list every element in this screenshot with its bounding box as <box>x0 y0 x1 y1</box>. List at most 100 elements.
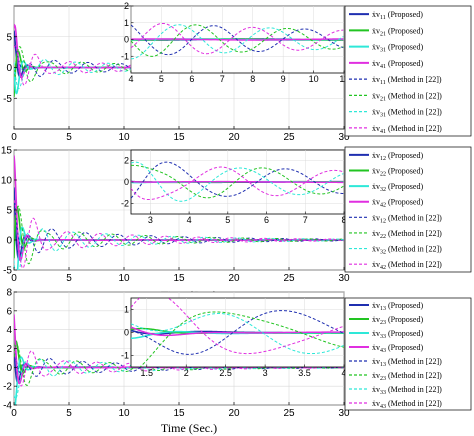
x-tick-label: 25 <box>283 408 295 419</box>
inset-x-tick-label: 3 <box>148 215 153 225</box>
legend-suffix: (Method in [22]) <box>386 399 442 408</box>
x-tick-label: 30 <box>338 132 350 143</box>
legend-suffix: (Method in [22]) <box>386 91 442 100</box>
inset-series-line-7 <box>131 161 344 202</box>
inset-x-tick-label: 6 <box>189 74 194 84</box>
legend-symbol: ẋv <box>372 124 380 133</box>
inset-curves <box>131 22 344 60</box>
legend-symbol: ẋv <box>372 10 380 19</box>
legend-symbol: ẋv <box>372 43 380 52</box>
inset-series-line-7 <box>131 313 344 355</box>
legend-suffix: (Method in [22]) <box>386 213 442 222</box>
legend-symbol: ẋv <box>372 151 380 160</box>
y-tick-label: 15 <box>1 146 13 157</box>
inset-x-tick-label: 3.5 <box>298 368 311 378</box>
y-tick-label: 5 <box>6 206 12 217</box>
series-line-6 <box>14 205 344 265</box>
legend-suffix: (Proposed) <box>386 26 423 35</box>
legend-entry: ẋv42 (Method in [22]) <box>372 260 442 271</box>
legend-suffix: (Proposed) <box>386 151 423 160</box>
legend-entry: ẋv32 (Proposed) <box>372 182 423 193</box>
inset-series-line-5 <box>131 310 344 355</box>
inset-y-tick-label: 2 <box>124 156 129 166</box>
legend-box <box>344 5 472 137</box>
legend-symbol: ẋv <box>372 229 380 238</box>
inset-x-tick-label: 5 <box>159 74 164 84</box>
y-tick-label: -5 <box>3 94 12 105</box>
legend-entry: ẋv43 (Proposed) <box>372 343 423 354</box>
legend-entry: ẋv13 (Proposed) <box>372 301 423 312</box>
legend-suffix: (Proposed) <box>386 301 423 310</box>
legend-suffix: (Method in [22]) <box>386 75 442 84</box>
legend-subscript: 13 <box>380 362 386 368</box>
legend: ẋv13 (Proposed)ẋv23 (Proposed)ẋv33 (Prop… <box>344 297 472 411</box>
legend: ẋv11 (Proposed)ẋv21 (Proposed)ẋv31 (Prop… <box>344 5 472 137</box>
x-tick-label: 10 <box>118 273 130 284</box>
legend-subscript: 43 <box>380 348 386 354</box>
inset-x-tick-label: 1.5 <box>141 368 154 378</box>
inset-x-tick-label: 8 <box>341 215 346 225</box>
y-tick-label: 8 <box>6 288 12 299</box>
x-tick-label: 0 <box>11 132 17 143</box>
legend-subscript: 31 <box>380 113 386 119</box>
legend-entry: ẋv23 (Method in [22]) <box>372 371 442 382</box>
x-tick-label: 15 <box>173 408 185 419</box>
inset-y-tick-label: 0 <box>124 328 129 338</box>
legend-entry: ẋv22 (Proposed) <box>372 166 423 177</box>
legend-entry: ẋv11 (Proposed) <box>372 10 423 21</box>
legend-entry: ẋv11 (Method in [22]) <box>372 75 442 86</box>
legend-entry: ẋv42 (Proposed) <box>372 198 423 209</box>
legend-symbol: ẋv <box>372 385 380 394</box>
y-tick-label: -5 <box>3 266 12 277</box>
x-tick-label: 5 <box>66 132 72 143</box>
legend-entry: ẋv13 (Method in [22]) <box>372 357 442 368</box>
legend-box <box>344 297 472 411</box>
inset-series-line-8 <box>131 298 344 355</box>
y-tick-label: -4 <box>3 401 12 412</box>
legend: ẋv12 (Proposed)ẋv22 (Proposed)ẋv32 (Prop… <box>344 146 472 273</box>
inset-y-tick-label: 1 <box>124 305 129 315</box>
legend-subscript: 32 <box>380 187 386 193</box>
legend-symbol: ẋv <box>372 315 380 324</box>
legend-symbol: ẋv <box>372 329 380 338</box>
inset-x-tick-label: 2.5 <box>219 368 232 378</box>
inset-y-tick-label: 0 <box>124 35 129 45</box>
main-curves <box>14 155 344 270</box>
legend-suffix: (Proposed) <box>386 59 423 68</box>
x-tick-label: 10 <box>118 132 130 143</box>
legend-subscript: 41 <box>380 64 386 70</box>
inset-x-tick-label: 9 <box>281 74 286 84</box>
legend-symbol: ẋv <box>372 371 380 380</box>
inset-series-line-5 <box>131 24 344 56</box>
legend-entry: ẋv41 (Method in [22]) <box>372 124 442 135</box>
legend-box <box>344 146 472 273</box>
legend-entry: ẋv22 (Method in [22]) <box>372 229 442 240</box>
legend-entry: ẋv12 (Proposed) <box>372 151 423 162</box>
inset-y-tick-label: -1 <box>121 351 129 361</box>
inset-series-line-6 <box>131 24 344 57</box>
legend-symbol: ẋv <box>372 26 380 35</box>
legend-symbol: ẋv <box>372 343 380 352</box>
inset-series-line-6 <box>139 311 344 367</box>
x-tick-label: 15 <box>173 132 185 143</box>
inset-y-tick-label: 1 <box>124 18 129 28</box>
legend-entry: ẋv33 (Method in [22]) <box>372 385 442 396</box>
legend-subscript: 41 <box>380 129 386 135</box>
x-tick-label: 15 <box>173 273 185 284</box>
legend-entry: ẋv23 (Proposed) <box>372 315 423 326</box>
legend-symbol: ẋv <box>372 166 380 175</box>
legend-suffix: (Method in [22]) <box>386 108 442 117</box>
y-tick-label: 5 <box>6 32 12 43</box>
legend-suffix: (Method in [22]) <box>386 124 442 133</box>
legend-suffix: (Method in [22]) <box>386 357 442 366</box>
legend-symbol: ẋv <box>372 301 380 310</box>
legend-entry: ẋv32 (Method in [22]) <box>372 245 442 256</box>
legend-subscript: 31 <box>380 48 386 54</box>
legend-subscript: 13 <box>380 306 386 312</box>
legend-suffix: (Proposed) <box>386 166 423 175</box>
inset-x-tick-label: 10 <box>309 74 319 84</box>
inset-y-tick-label: -2 <box>121 198 129 208</box>
legend-symbol: ẋv <box>372 108 380 117</box>
legend-suffix: (Method in [22]) <box>386 371 442 380</box>
